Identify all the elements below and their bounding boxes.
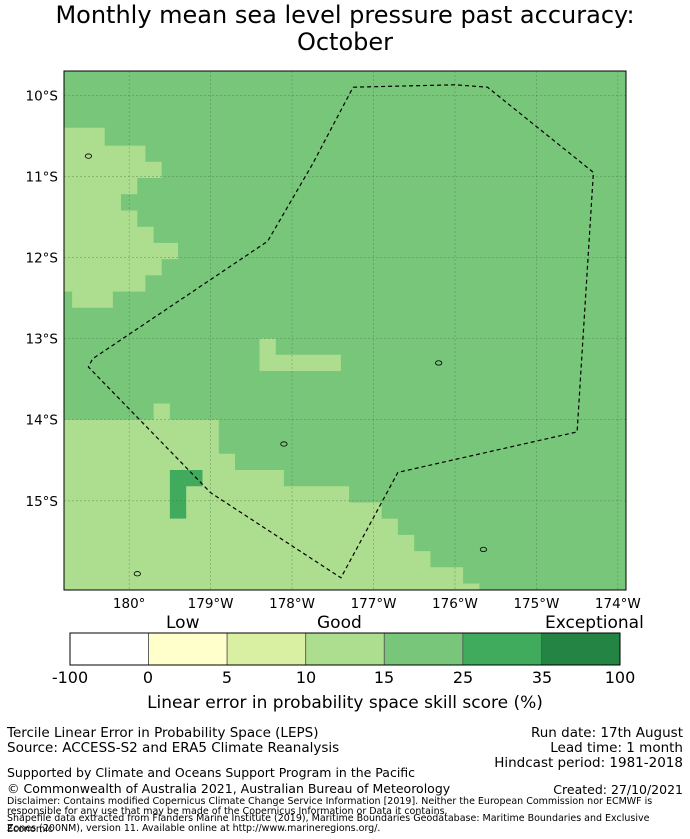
map-frame <box>63 70 627 591</box>
island-outline <box>479 546 488 553</box>
skill-zone-25-35 <box>169 470 203 519</box>
title-line-1: Monthly mean sea level pressure past acc… <box>55 1 635 29</box>
lat-tick-label: 15°S <box>26 494 59 510</box>
colorbar-category-good: Good <box>317 613 362 633</box>
lat-tick-label: 12°S <box>26 251 59 267</box>
colorbar-category-exceptional: Exceptional <box>545 613 644 633</box>
colorbar-category-low: Low <box>166 613 200 633</box>
colorbar-swatch <box>462 632 542 666</box>
colorbar-swatches <box>69 632 621 666</box>
skill-zone-10-15 <box>64 127 178 308</box>
colorbar-tick: 25 <box>452 668 474 687</box>
lon-tick-label: 179°W <box>188 596 234 612</box>
colorbar-tick: 5 <box>221 668 233 687</box>
run-date: Run date: 17th August <box>530 725 683 741</box>
lon-tick-label: 174°W <box>595 596 641 612</box>
lat-tick-label: 14°S <box>26 413 59 429</box>
lon-tick-label: 176°W <box>432 596 478 612</box>
colorbar-tick: 0 <box>142 668 154 687</box>
island-outline <box>133 571 141 577</box>
colorbar-swatch <box>383 632 464 666</box>
skill-zone-10-15 <box>259 338 341 371</box>
support-text: Supported by Climate and Oceans Support … <box>7 765 416 780</box>
colorbar-swatch <box>305 632 385 666</box>
copyright-text: © Commonwealth of Australia 2021, Austra… <box>7 781 451 796</box>
island-outline <box>84 153 93 159</box>
lon-tick-label: 180° <box>113 596 146 612</box>
shapefile-line-1: Shapefile data extracted from Flanders M… <box>7 813 650 835</box>
lat-tick-label: 13°S <box>26 332 59 348</box>
lon-tick-label: 178°W <box>269 596 315 612</box>
colorbar-swatch <box>226 632 307 666</box>
colorbar-tick: 15 <box>373 668 395 687</box>
colorbar-tick: 100 <box>604 668 636 687</box>
island-outline <box>435 360 443 366</box>
colorbar-swatch <box>148 632 228 666</box>
colorbar-tick: 10 <box>295 668 317 687</box>
colorbar-swatch <box>69 632 149 666</box>
lead-time: Lead time: 1 month <box>550 740 683 756</box>
skill-map: 10°S 11°S 12°S 13°S 14°S 15°S 180° 179°W 178°W 17… <box>26 70 641 612</box>
disclaimer-line-2: responsible for any use that may be made… <box>7 806 448 817</box>
hindcast-period: Hindcast period: 1981-2018 <box>494 755 683 771</box>
disclaimer-line-1: Disclaimer: Contains modified Copernicus… <box>7 796 653 807</box>
colorbar-tick: -100 <box>51 668 89 687</box>
lat-tick-label: 11°S <box>26 169 59 185</box>
island-outline <box>280 441 288 447</box>
skill-zone-10-15 <box>64 403 480 590</box>
colorbar-label: Linear error in probability space skill … <box>147 693 543 713</box>
chart-title: Monthly mean sea level pressure past acc… <box>0 2 690 56</box>
lat-tick-label: 10°S <box>26 88 59 104</box>
created-date: Created: 27/10/2021 <box>553 782 683 797</box>
colorbar-frame <box>69 632 621 666</box>
method-text: Tercile Linear Error in Probability Spac… <box>7 725 319 741</box>
colorbar-swatch <box>541 632 621 666</box>
lon-tick-label: 175°W <box>513 596 559 612</box>
eez-boundary-line <box>87 84 595 579</box>
title-line-2: October <box>296 28 394 56</box>
shapefile-line-2: Zones (200NM), version 11. Available onl… <box>7 823 381 834</box>
lon-tick-label: 177°W <box>351 596 397 612</box>
source-text: Source: ACCESS-S2 and ERA5 Climate Reana… <box>7 740 340 756</box>
colorbar-tick: 35 <box>531 668 553 687</box>
